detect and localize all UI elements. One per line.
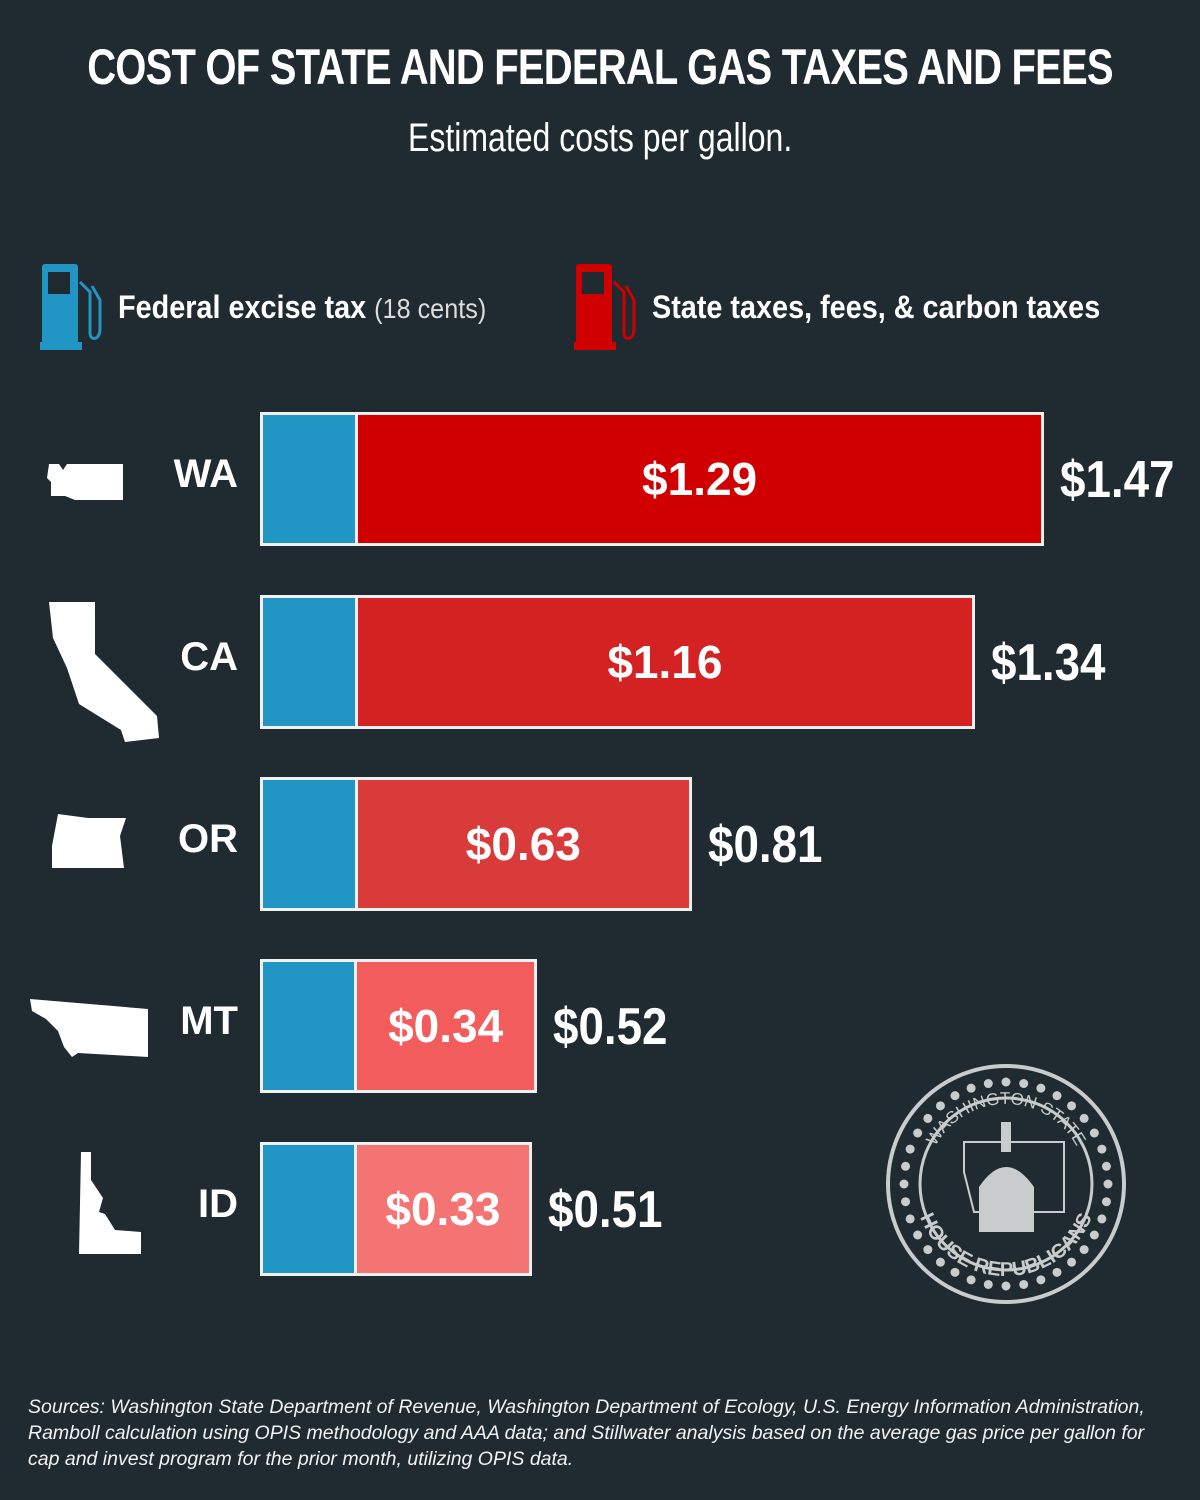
- state-shape-mt-icon: [30, 999, 148, 1057]
- stacked-bar: $1.16: [260, 595, 975, 729]
- bar-segment-federal: [263, 1145, 357, 1273]
- bar-segment-federal: [263, 415, 359, 543]
- total-value-label: $1.47: [1059, 451, 1175, 509]
- seal-dot: [1067, 1257, 1077, 1267]
- seal-dot: [1036, 1275, 1046, 1285]
- seal-dot: [1101, 1197, 1111, 1207]
- category-label: WA: [173, 452, 238, 496]
- category-label: MT: [180, 999, 238, 1043]
- seal-dot: [923, 1245, 933, 1255]
- seal-dot: [913, 1128, 923, 1138]
- stacked-bar: $0.63: [260, 777, 692, 911]
- gas-pump-icon: [574, 264, 636, 350]
- seal-dot: [966, 1275, 976, 1285]
- category-label: OR: [178, 817, 238, 861]
- seal-dot: [950, 1091, 960, 1101]
- total-value-label: $1.34: [990, 634, 1106, 692]
- state-value-label: $0.33: [385, 1183, 501, 1235]
- state-shape-wa-icon: [47, 464, 123, 500]
- bar-row-id: ID $0.33 $0.51: [0, 1142, 1200, 1276]
- category-label: CA: [180, 635, 238, 679]
- seal-dot: [966, 1083, 976, 1093]
- seal-dot: [1067, 1101, 1077, 1111]
- seal-dot: [1052, 1091, 1062, 1101]
- seal-dot: [1089, 1230, 1099, 1240]
- seal-dot: [935, 1101, 945, 1111]
- seal-dot: [901, 1161, 911, 1171]
- state-value-label: $0.63: [465, 818, 581, 870]
- state-value-label: $0.34: [388, 1000, 504, 1052]
- seal-dot: [1103, 1179, 1113, 1189]
- seal-dot: [950, 1267, 960, 1277]
- bar-row-wa: WA $1.29 $1.47: [0, 412, 1200, 546]
- bar-segment-state: $0.33: [356, 1145, 529, 1273]
- chart-subtitle: Estimated costs per gallon.: [407, 116, 793, 160]
- seal-dot: [1101, 1161, 1111, 1171]
- total-value-label: $0.51: [547, 1181, 663, 1239]
- seal-dot: [935, 1257, 945, 1267]
- state-value-label: $1.29: [642, 453, 758, 505]
- chart-title-wrap: COST OF STATE AND FEDERAL GAS TAXES AND …: [0, 38, 1200, 96]
- seal-dot: [1019, 1279, 1029, 1289]
- seal-dot: [913, 1230, 923, 1240]
- state-value-label: $1.16: [607, 636, 723, 688]
- bar-segment-federal: [263, 598, 359, 726]
- seal-dot: [1052, 1267, 1062, 1277]
- seal-dot: [1036, 1083, 1046, 1093]
- bar-row-or: OR $0.63 $0.81: [0, 777, 1200, 911]
- seal-dot: [1019, 1079, 1029, 1089]
- seal-dot: [1079, 1245, 1089, 1255]
- bar-segment-state: $0.34: [356, 962, 535, 1090]
- legend-federal-label: Federal excise tax: [118, 288, 367, 325]
- stacked-bar: $0.34: [260, 959, 538, 1093]
- seal-dot: [905, 1144, 915, 1154]
- seal-dot: [1097, 1214, 1107, 1224]
- seal-dot: [1097, 1144, 1107, 1154]
- total-value-label: $0.52: [553, 998, 668, 1056]
- state-shape-ca-icon: [49, 602, 159, 742]
- bar-segment-state: $1.29: [358, 415, 1041, 543]
- seal-dot: [1001, 1077, 1011, 1087]
- stacked-bar: $0.33: [260, 1142, 532, 1276]
- bar-segment-state: $0.63: [357, 780, 689, 908]
- category-label: ID: [198, 1182, 238, 1226]
- bar-row-mt: MT $0.34 $0.52: [0, 959, 1200, 1093]
- seal-dot: [983, 1279, 993, 1289]
- sources-note: Sources: Washington State Department of …: [28, 1396, 1145, 1470]
- seal-dot: [983, 1079, 993, 1089]
- seal-dot: [923, 1113, 933, 1123]
- bar-segment-state: $1.16: [358, 598, 972, 726]
- seal-dot: [1089, 1128, 1099, 1138]
- bar-segment-federal: [263, 962, 357, 1090]
- seal-dot: [1001, 1281, 1011, 1291]
- bar-segment-federal: [263, 780, 358, 908]
- bar-row-ca: CA $1.16 $1.34: [0, 595, 1200, 742]
- legend-state: State taxes, fees, & carbon taxes: [574, 262, 1150, 352]
- chart-title: COST OF STATE AND FEDERAL GAS TAXES AND …: [87, 39, 1113, 95]
- seal-dot: [905, 1214, 915, 1224]
- state-shape-or-icon: [52, 814, 126, 868]
- stacked-bar: $1.29: [260, 412, 1044, 546]
- seal-dot: [899, 1179, 909, 1189]
- total-value-label: $0.81: [707, 816, 823, 874]
- state-shape-id-icon: [79, 1152, 141, 1254]
- gas-pump-icon: [40, 264, 102, 350]
- seal-dot: [1079, 1113, 1089, 1123]
- legend-federal-note: (18 cents): [374, 292, 487, 324]
- chart-subtitle-wrap: Estimated costs per gallon.: [0, 116, 1200, 161]
- house-republicans-seal-logo: WASHINGTON STATE HOUSE REPUBLICANS: [886, 1064, 1126, 1304]
- legend-state-label: State taxes, fees, & carbon taxes: [652, 288, 1101, 325]
- legend-federal: Federal excise tax (18 cents): [40, 262, 527, 352]
- seal-dot: [901, 1197, 911, 1207]
